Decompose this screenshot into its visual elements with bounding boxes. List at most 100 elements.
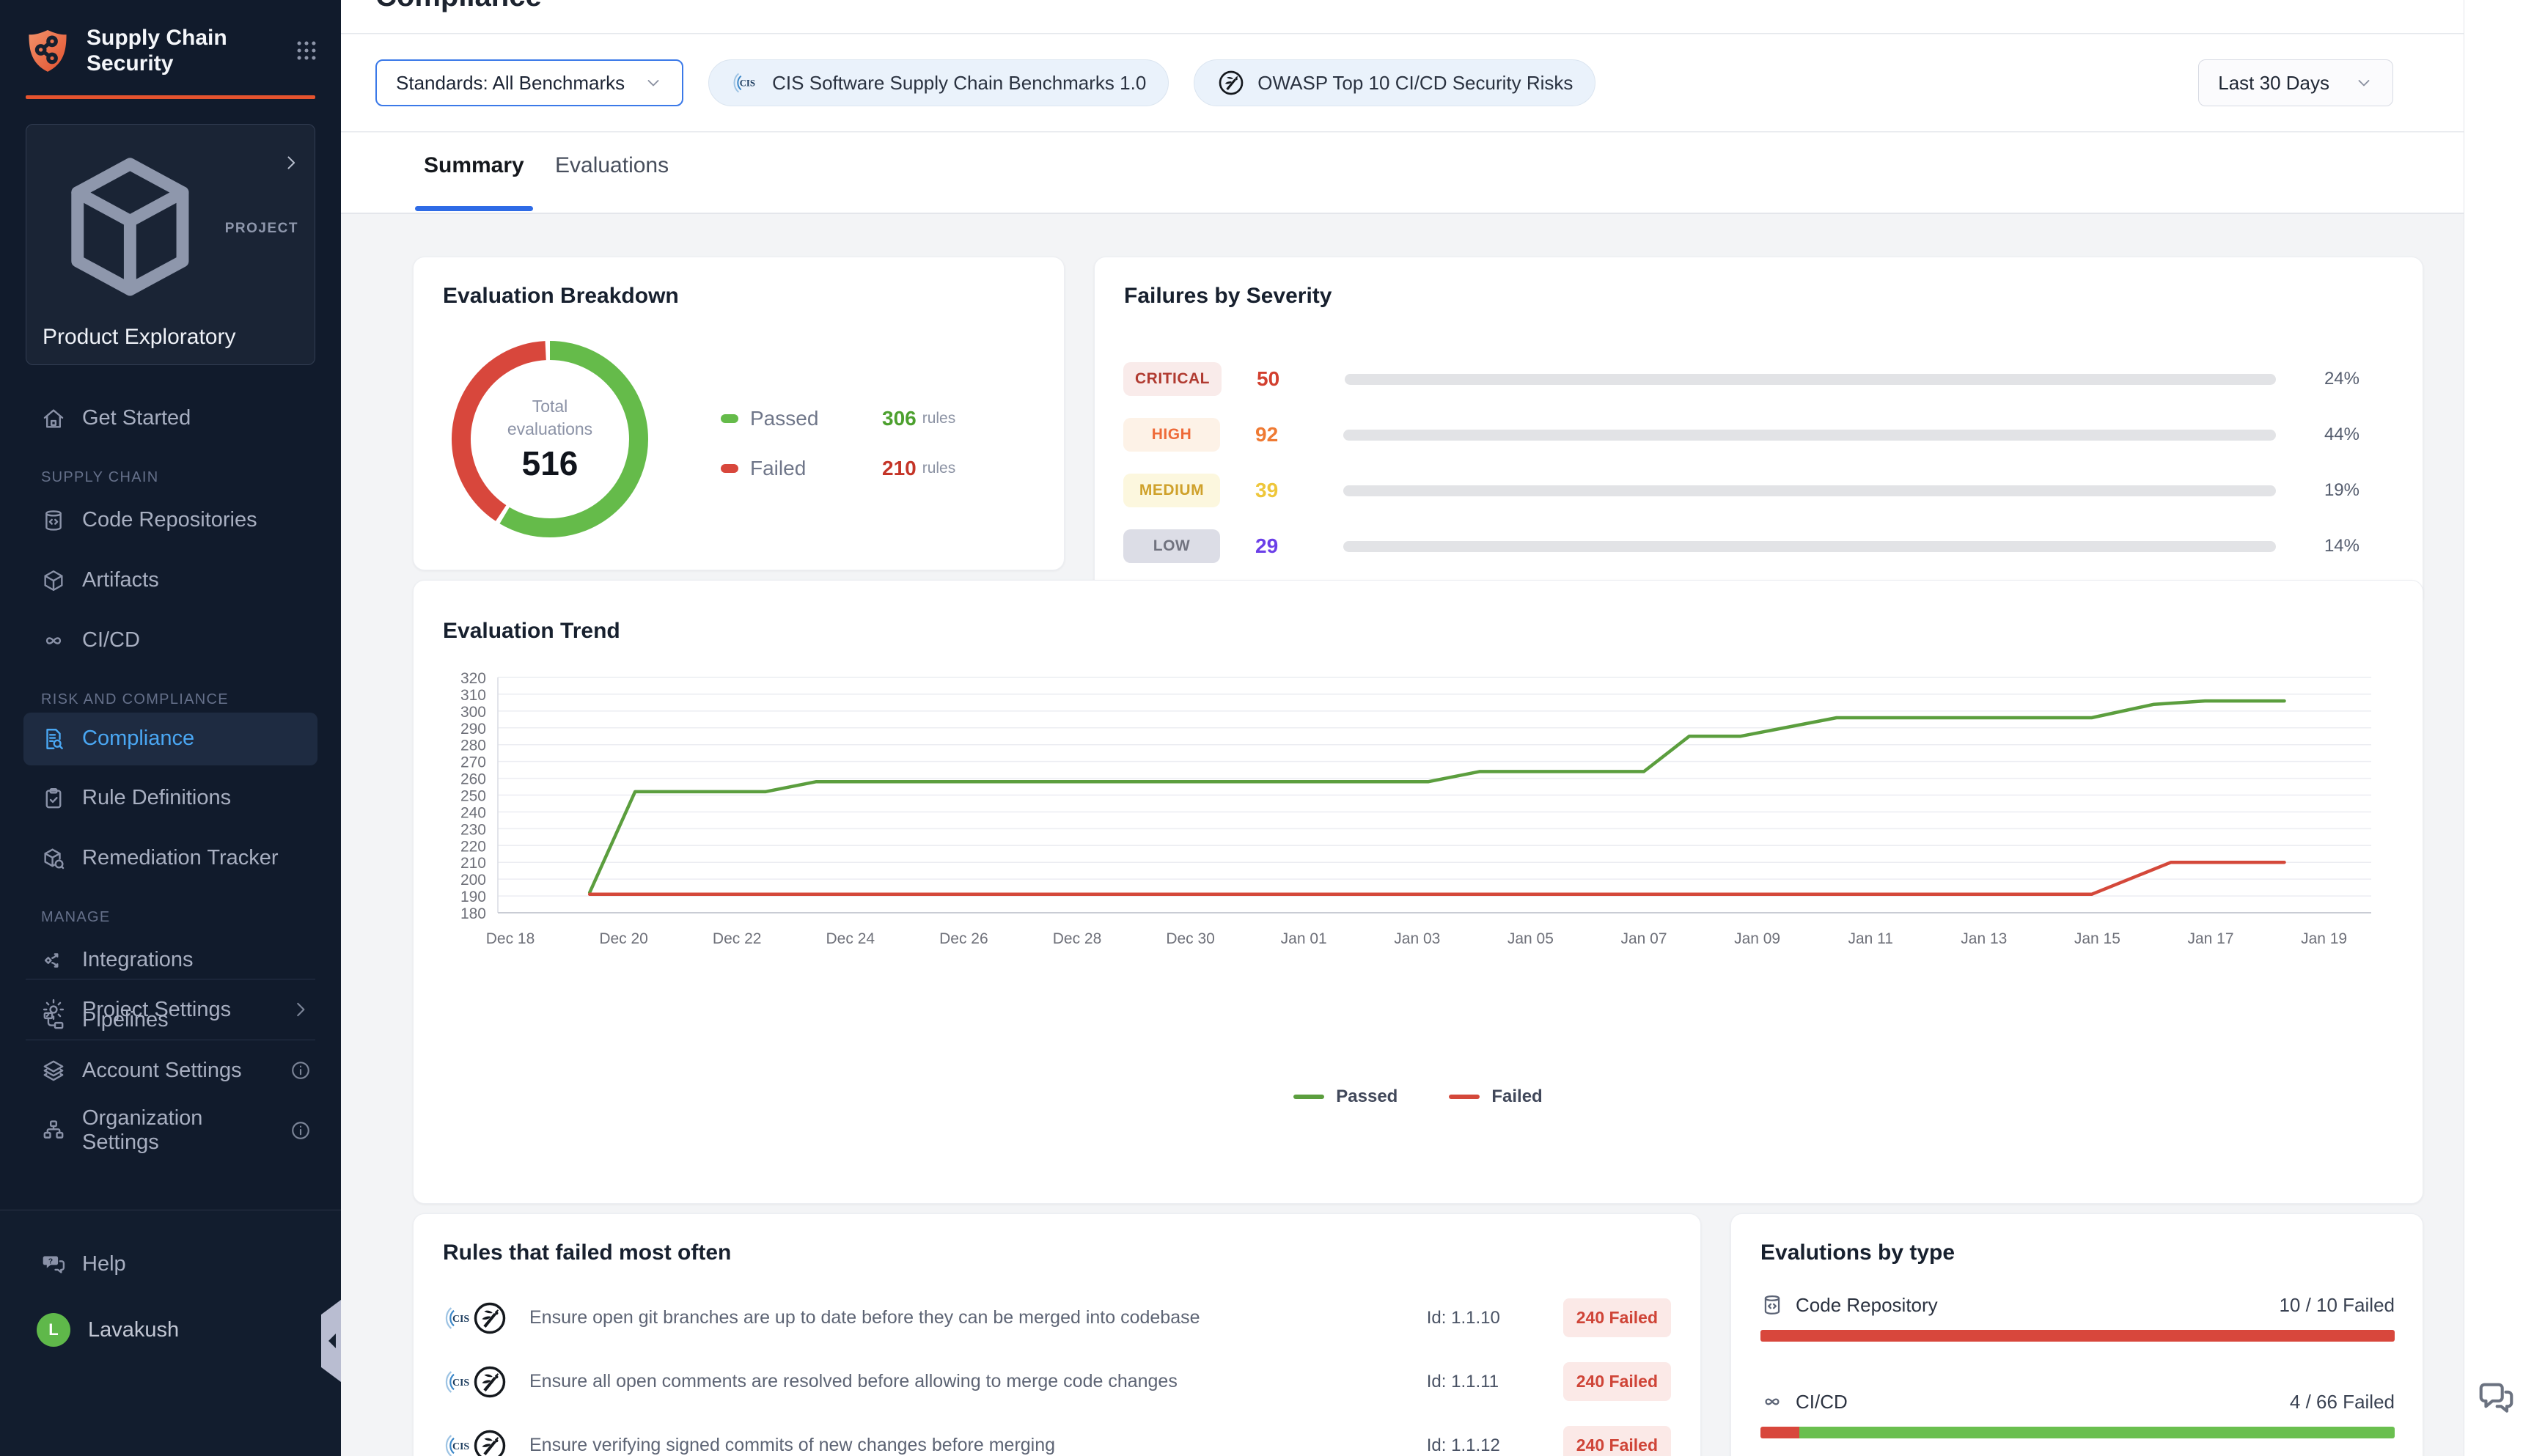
svg-text:Jan 03: Jan 03 bbox=[1394, 930, 1440, 947]
svg-text:210: 210 bbox=[460, 855, 486, 872]
avatar: L bbox=[37, 1313, 70, 1347]
donut-chart: Total evaluations 516 bbox=[450, 339, 650, 539]
trend-legend-swatch bbox=[1449, 1095, 1480, 1099]
page-header: Compliance bbox=[341, 0, 2464, 34]
sidebar-item-account-settings[interactable]: Account Settings bbox=[0, 1040, 341, 1100]
svg-text:Dec 18: Dec 18 bbox=[486, 930, 535, 947]
standards-filter-dropdown[interactable]: Standards: All Benchmarks bbox=[375, 59, 683, 106]
type-rows: Code Repository10 / 10 FailedCI/CD4 / 66… bbox=[1760, 1290, 2395, 1456]
card-title: Evalutions by type bbox=[1760, 1240, 1955, 1265]
legend-label: Failed bbox=[750, 457, 882, 480]
severity-bar-track bbox=[1343, 541, 2276, 552]
rule-benchmark-icons: CIS bbox=[443, 1427, 529, 1456]
sidebar-item-label: Integrations bbox=[82, 948, 194, 972]
type-result-bar bbox=[1760, 1330, 2395, 1342]
benchmark-pill-label: CIS Software Supply Chain Benchmarks 1.0 bbox=[772, 72, 1146, 95]
help-chat-icon: ? bbox=[41, 1251, 66, 1276]
sidebar-item-label: Get Started bbox=[82, 406, 191, 430]
user-menu[interactable]: L Lavakush bbox=[0, 1313, 341, 1347]
svg-text:220: 220 bbox=[460, 838, 486, 855]
svg-text:Dec 28: Dec 28 bbox=[1053, 930, 1102, 947]
sidebar-item-code-repositories[interactable]: Code Repositories bbox=[0, 490, 341, 551]
card-evaluations-by-type: Evalutions by type Code Repository10 / 1… bbox=[1730, 1213, 2423, 1456]
trend-line-chart: 3203103002902802702602502402302202102001… bbox=[428, 669, 2402, 984]
donut-center-label: Total evaluations bbox=[491, 395, 609, 441]
severity-badge: LOW bbox=[1123, 529, 1220, 563]
sidebar-header: Supply Chain Security bbox=[0, 0, 341, 95]
severity-count: 39 bbox=[1255, 479, 1311, 502]
sidebar: Supply Chain Security PROJECT Product Ex… bbox=[0, 0, 341, 1456]
sidebar-item-project-settings[interactable]: Project Settings bbox=[0, 979, 341, 1040]
settings-items: Project Settings Account SettingsOrganiza… bbox=[0, 979, 341, 1161]
rule-benchmark-icons: CIS bbox=[443, 1363, 529, 1401]
rule-benchmark-icons: CIS bbox=[443, 1299, 529, 1337]
type-failed-value: 10 / 10 Failed bbox=[2279, 1294, 2395, 1317]
project-selector[interactable]: PROJECT Product Exploratory bbox=[26, 124, 315, 365]
sidebar-item-compliance[interactable]: Compliance bbox=[23, 713, 317, 765]
svg-text:190: 190 bbox=[460, 889, 486, 905]
sidebar-settings: Project Settings Account SettingsOrganiza… bbox=[0, 979, 341, 1161]
severity-row-low: LOW2914% bbox=[1095, 518, 2423, 574]
svg-text:Jan 11: Jan 11 bbox=[1848, 930, 1893, 947]
legend-unit: rules bbox=[922, 460, 956, 477]
sidebar-item-organization-settings[interactable]: Organization Settings bbox=[0, 1100, 341, 1161]
svg-text:CIS: CIS bbox=[452, 1441, 469, 1452]
sidebar-item-remediation-tracker[interactable]: Remediation Tracker bbox=[0, 828, 341, 889]
page-title: Compliance bbox=[375, 0, 542, 13]
rule-failed-badge: 240 Failed bbox=[1563, 1298, 1671, 1337]
standards-filter-label: Standards: All Benchmarks bbox=[396, 72, 625, 95]
legend-value: 210 bbox=[882, 457, 917, 480]
sidebar-item-ci-cd[interactable]: CI/CD bbox=[0, 611, 341, 671]
card-evaluation-trend: Evaluation Trend 32031030029028027026025… bbox=[413, 580, 2423, 1204]
tab-evaluations[interactable]: Evaluations bbox=[555, 153, 669, 178]
severity-percent: 19% bbox=[2302, 480, 2359, 501]
rule-text: Ensure open git branches are up to date … bbox=[529, 1307, 1427, 1328]
svg-text:290: 290 bbox=[460, 721, 486, 738]
severity-count: 29 bbox=[1255, 534, 1311, 558]
svg-text:Jan 05: Jan 05 bbox=[1507, 930, 1554, 947]
legend-label: Passed bbox=[750, 407, 882, 430]
shield-logo-icon bbox=[23, 26, 72, 75]
donut-legend: Passed306rulesFailed210rules bbox=[721, 394, 1036, 493]
severity-count: 92 bbox=[1255, 423, 1311, 446]
svg-text:CIS: CIS bbox=[452, 1377, 469, 1388]
sidebar-item-get-started[interactable]: Get Started bbox=[0, 389, 341, 449]
benchmark-pill-cis-software-supply-chai[interactable]: CISCIS Software Supply Chain Benchmarks … bbox=[708, 59, 1169, 106]
sidebar-item-artifacts[interactable]: Artifacts bbox=[0, 551, 341, 611]
sidebar-item-label: Project Settings bbox=[82, 998, 231, 1022]
trend-legend-failed[interactable]: Failed bbox=[1449, 1087, 1542, 1107]
benchmark-pill-owasp-top-10-ci-cd-secur[interactable]: OWASP Top 10 CI/CD Security Risks bbox=[1194, 59, 1595, 106]
svg-text:230: 230 bbox=[460, 821, 486, 838]
sidebar-item-help[interactable]: ? Help bbox=[0, 1231, 341, 1297]
svg-text:Jan 17: Jan 17 bbox=[2187, 930, 2233, 947]
card-rules-failed-most: Rules that failed most often CISEnsure o… bbox=[413, 1213, 1701, 1456]
rule-text: Ensure all open comments are resolved be… bbox=[529, 1371, 1427, 1392]
apps-grid-icon[interactable] bbox=[294, 38, 319, 63]
rule-row[interactable]: CIS Ensure verifying signed commits of ne… bbox=[414, 1413, 1700, 1456]
svg-text:240: 240 bbox=[460, 804, 486, 821]
rule-row[interactable]: CIS Ensure all open comments are resolved… bbox=[414, 1350, 1700, 1413]
sidebar-item-rule-definitions[interactable]: Rule Definitions bbox=[0, 768, 341, 828]
card-evaluation-breakdown: Evaluation Breakdown Total evaluations 5… bbox=[413, 257, 1065, 570]
svg-text:270: 270 bbox=[460, 754, 486, 771]
date-range-dropdown[interactable]: Last 30 Days bbox=[2198, 59, 2393, 106]
svg-text:Dec 30: Dec 30 bbox=[1166, 930, 1215, 947]
trend-legend-passed[interactable]: Passed bbox=[1293, 1087, 1398, 1107]
date-range-label: Last 30 Days bbox=[2218, 72, 2329, 95]
severity-bar-track bbox=[1345, 374, 2276, 385]
brand-accent-bar bbox=[26, 95, 315, 99]
svg-text:250: 250 bbox=[460, 788, 486, 805]
app-title: Supply Chain Security bbox=[87, 25, 279, 76]
project-label: PROJECT bbox=[225, 221, 298, 237]
severity-count: 50 bbox=[1257, 367, 1312, 391]
rule-rows: CISEnsure open git branches are up to da… bbox=[414, 1286, 1700, 1456]
tab-summary[interactable]: Summary bbox=[424, 153, 524, 178]
svg-text:Jan 09: Jan 09 bbox=[1734, 930, 1780, 947]
help-label: Help bbox=[82, 1252, 126, 1276]
severity-percent: 44% bbox=[2302, 424, 2359, 445]
rule-row[interactable]: CISEnsure open git branches are up to da… bbox=[414, 1286, 1700, 1350]
project-name: Product Exploratory bbox=[43, 325, 298, 350]
chat-widget-icon[interactable] bbox=[2475, 1377, 2517, 1419]
svg-text:Dec 24: Dec 24 bbox=[826, 930, 875, 947]
rule-text: Ensure verifying signed commits of new c… bbox=[529, 1435, 1427, 1456]
